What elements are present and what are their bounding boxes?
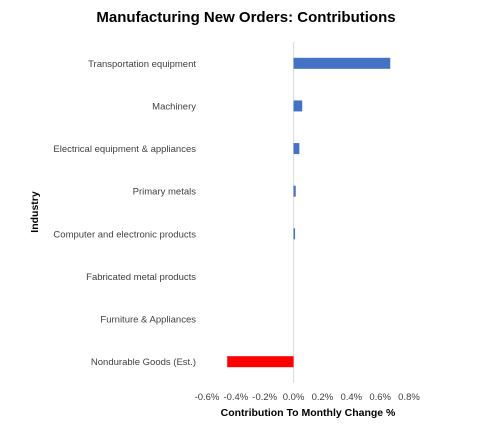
x-tick-label: -0.6% xyxy=(195,392,220,403)
bar-electrical-equipment-appliances xyxy=(293,143,300,155)
x-tick-label: -0.4% xyxy=(223,392,248,403)
category-label: Computer and electronic products xyxy=(53,229,196,240)
category-label: Transportation equipment xyxy=(88,59,196,70)
bar-primary-metals xyxy=(293,185,296,197)
plot-area: Transportation equipment Machinery Electri… xyxy=(53,42,420,403)
x-tick-label: 0.6% xyxy=(369,392,391,403)
x-tick-label: 0.2% xyxy=(312,392,334,403)
category-label: Nondurable Goods (Est.) xyxy=(91,357,196,368)
y-axis-title: Industry xyxy=(29,191,41,233)
category-label: Electrical equipment & appliances xyxy=(53,144,196,155)
chart-title: Manufacturing New Orders: Contributions xyxy=(96,9,395,26)
x-tick-label: -0.2% xyxy=(252,392,277,403)
bar-transportation-equipment xyxy=(293,57,391,69)
x-tick-label: 0.8% xyxy=(398,392,420,403)
category-label: Primary metals xyxy=(133,187,197,198)
x-tick-label: 0.4% xyxy=(340,392,362,403)
bar-nondurable-goods-est xyxy=(227,356,294,368)
category-label: Fabricated metal products xyxy=(86,272,196,283)
x-axis-title: Contribution To Monthly Change % xyxy=(221,407,396,419)
category-label: Machinery xyxy=(152,101,196,112)
bar-machinery xyxy=(293,100,303,112)
bar-computer-and-electronic-products xyxy=(293,228,296,240)
category-label: Furniture & Appliances xyxy=(100,315,196,326)
x-tick-label: 0.0% xyxy=(283,392,305,403)
